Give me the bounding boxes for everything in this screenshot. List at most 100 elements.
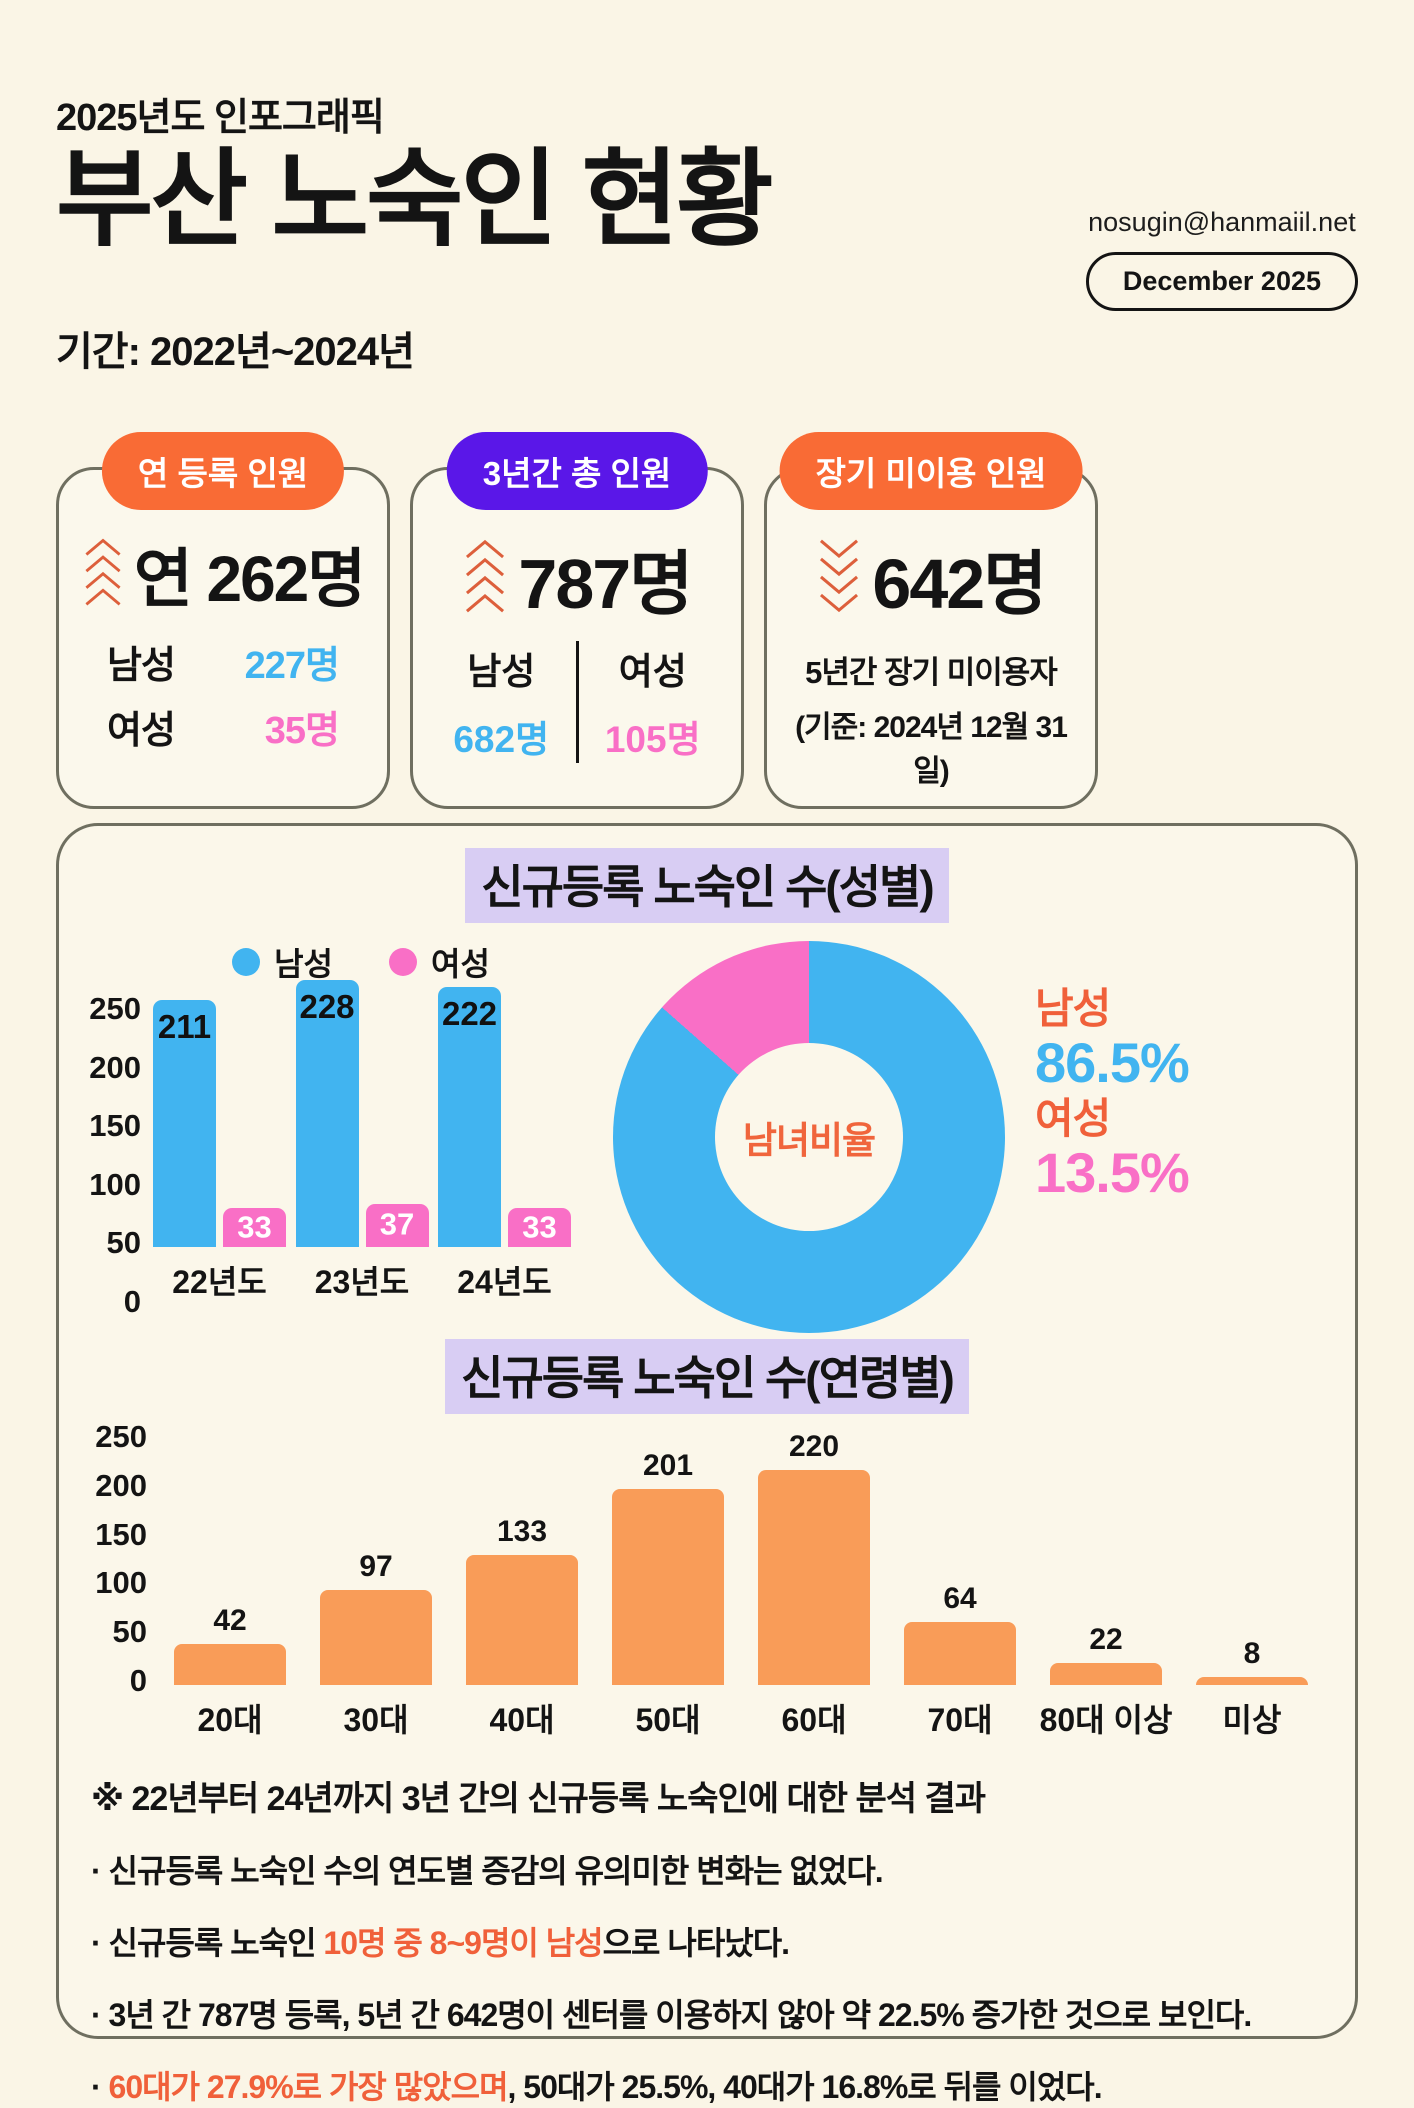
card-three-year-total: 3년간 총 인원 787명 남성 682명 여성 105명 xyxy=(410,432,744,809)
gender-bar-group: 211 33 22년도 xyxy=(153,954,286,1303)
header-right: nosugin@hanmaiil.net December 2025 xyxy=(1085,207,1358,311)
legend-female-label: 여성 xyxy=(431,946,490,982)
card-value: 642명 xyxy=(872,545,1047,623)
age-bar-column: 8 미상 xyxy=(1179,1637,1325,1741)
y-axis-tick: 0 xyxy=(123,1284,141,1319)
female-label: 여성 xyxy=(618,651,687,692)
x-axis-label: 20대 xyxy=(197,1701,263,1738)
bar-value-label: 97 xyxy=(359,1550,393,1584)
bar-60대 xyxy=(758,1470,870,1685)
x-axis-label: 70대 xyxy=(927,1701,993,1738)
bar-value-label: 133 xyxy=(496,1514,548,1548)
female-ratio-label: 여성 xyxy=(1035,1094,1111,1142)
female-value: 105명 xyxy=(604,719,701,760)
y-axis: 0 50 100 150 200 250 xyxy=(85,1419,153,1698)
female-label: 여성 xyxy=(107,710,176,752)
bar-value-label: 211 xyxy=(157,1007,212,1045)
page-title: 부산 노숙인 현황 xyxy=(56,141,774,259)
legend-female: 여성 xyxy=(389,939,490,985)
female-ratio-value: 13.5% xyxy=(1035,1140,1190,1204)
charts-panel: 신규등록 노숙인 수(성별) 남성 여성 0 50 100 150 200 250 211… xyxy=(56,823,1358,2105)
x-axis-label: 22년도 xyxy=(172,1264,267,1300)
bar-40대 xyxy=(466,1554,578,1685)
analysis-heading: ※ 22년부터 24년까지 3년 간의 신규등록 노숙인에 대한 분석 결과 xyxy=(91,1779,986,1818)
analysis-bullet: · 신규등록 노숙인 10명 중 8~9명이 남성으로 나타났다. xyxy=(91,1918,1323,1964)
y-axis-tick: 100 xyxy=(89,1166,141,1202)
bar-미상 xyxy=(1196,1676,1308,1685)
gender-bar-group: 228 37 23년도 xyxy=(295,954,429,1303)
age-chart-title-text: 신규등록 노숙인 수(연령별) xyxy=(445,1339,969,1414)
donut-hole: 남녀비율 xyxy=(715,1043,903,1231)
gender-bar-chart: 0 50 100 150 200 250 211 33 22년도 228 37 23년도 222 33 2… xyxy=(85,979,577,1319)
male-value: 227명 xyxy=(244,645,340,687)
bullet-text: 으로 나타났다. xyxy=(602,1924,790,1961)
bar-여성-24년도: 33 xyxy=(508,1208,571,1247)
bar-value-label: 201 xyxy=(642,1448,694,1482)
male-ratio-value: 86.5% xyxy=(1035,1031,1190,1095)
plot-area: 42 20대 97 30대 133 40대 201 50대 220 60대 64 70대 22 80대 이… xyxy=(153,1430,1329,1741)
bullet-highlight: 60대가 27.9%로 가장 많았으며 xyxy=(108,2068,509,2105)
female-column: 여성 105명 xyxy=(581,641,726,763)
age-bar-column: 22 80대 이상 xyxy=(1033,1623,1179,1740)
bar-80대 이상 xyxy=(1050,1663,1162,1685)
bar-50대 xyxy=(612,1488,724,1685)
bar-30대 xyxy=(320,1590,432,1685)
age-bar-column: 64 70대 xyxy=(887,1582,1033,1740)
female-value: 35명 xyxy=(264,710,340,752)
bullet-text: · 신규등록 노숙인 수의 연도별 증감의 유의미한 변화는 없었다. xyxy=(91,1852,884,1889)
contact-email: nosugin@hanmaiil.net xyxy=(1088,207,1356,237)
x-axis-label: 50대 xyxy=(635,1701,701,1738)
card-badge: 3년간 총 인원 xyxy=(446,432,708,510)
card-badge: 연 등록 인원 xyxy=(101,432,345,510)
y-axis-tick: 250 xyxy=(95,1419,147,1454)
pink-dot-icon xyxy=(389,948,417,976)
gender-ratio-donut: 남녀비율 xyxy=(613,941,1005,1333)
male-label: 남성 xyxy=(107,645,176,687)
blue-dot-icon xyxy=(232,948,261,976)
gender-chart-title: 신규등록 노숙인 수(성별) xyxy=(85,848,1329,923)
card-yearly-registered: 연 등록 인원 연 262명 남성 227명 여성 35명 xyxy=(56,432,390,809)
bar-남성-23년도: 228 xyxy=(295,979,359,1247)
bar-value-label: 37 xyxy=(379,1206,415,1242)
donut-labels: 남성 86.5% 여성 13.5% xyxy=(1035,933,1190,1333)
infographic-page: { "header": { "eyebrow": "2025년도 인포그래픽",… xyxy=(56,97,1358,2105)
period-text: 기간: 2022년~2024년 xyxy=(56,330,415,374)
card-value: 연 262명 xyxy=(133,543,366,615)
header: 부산 노숙인 현황 nosugin@hanmaiil.net December … xyxy=(56,141,1358,311)
bar-value-label: 22 xyxy=(1089,1623,1123,1657)
y-axis-tick: 200 xyxy=(95,1467,147,1503)
bullet-text: · 신규등록 노숙인 xyxy=(91,1924,324,1961)
y-axis-tick: 200 xyxy=(89,1049,141,1085)
bar-value-label: 222 xyxy=(441,994,498,1032)
bullet-text: · xyxy=(91,2068,109,2105)
bar-20대 xyxy=(174,1643,286,1685)
x-axis-label: 23년도 xyxy=(314,1264,410,1300)
gender-chart-title-text: 신규등록 노숙인 수(성별) xyxy=(465,848,949,923)
age-bar-column: 133 40대 xyxy=(449,1515,595,1741)
legend-male: 남성 xyxy=(232,939,333,985)
x-axis-label: 40대 xyxy=(489,1701,555,1738)
bar-pair: 222 33 xyxy=(438,954,571,1247)
male-label: 남성 xyxy=(467,651,536,692)
male-count-row: 남성 227명 xyxy=(107,634,340,689)
card-caption: 5년간 장기 미이용자 xyxy=(805,655,1058,690)
donut-center-label: 남녀비율 xyxy=(742,1120,876,1161)
bar-여성-23년도: 37 xyxy=(365,1203,429,1247)
bar-여성-22년도: 33 xyxy=(223,1208,286,1247)
y-axis-tick: 0 xyxy=(129,1663,147,1698)
female-count-row: 여성 35명 xyxy=(107,699,340,754)
bar-value-label: 8 xyxy=(1243,1636,1261,1670)
bullet-text: , 50대가 25.5%, 40대가 16.8%로 뒤를 이었다. xyxy=(507,2068,1103,2105)
summary-cards: 연 등록 인원 연 262명 남성 227명 여성 35명 3년간 총 인원 xyxy=(56,432,1358,809)
triple-chevron-down-icon xyxy=(816,538,862,619)
bar-남성-22년도: 211 xyxy=(153,999,216,1247)
bullet-text: · 3년 간 787명 등록, 5년 간 642명이 센터를 이용하지 않아 약… xyxy=(91,1996,1252,2033)
triple-chevron-up-icon xyxy=(82,537,124,612)
age-bar-column: 97 30대 xyxy=(303,1550,449,1741)
triple-chevron-up-icon xyxy=(462,538,508,619)
legend-male-label: 남성 xyxy=(274,946,333,982)
gender-split: 남성 682명 여성 105명 xyxy=(429,641,725,763)
analysis-bullet: · 3년 간 787명 등록, 5년 간 642명이 센터를 이용하지 않아 약… xyxy=(91,1990,1323,2036)
y-axis-tick: 50 xyxy=(112,1614,147,1650)
vertical-divider xyxy=(575,641,579,763)
